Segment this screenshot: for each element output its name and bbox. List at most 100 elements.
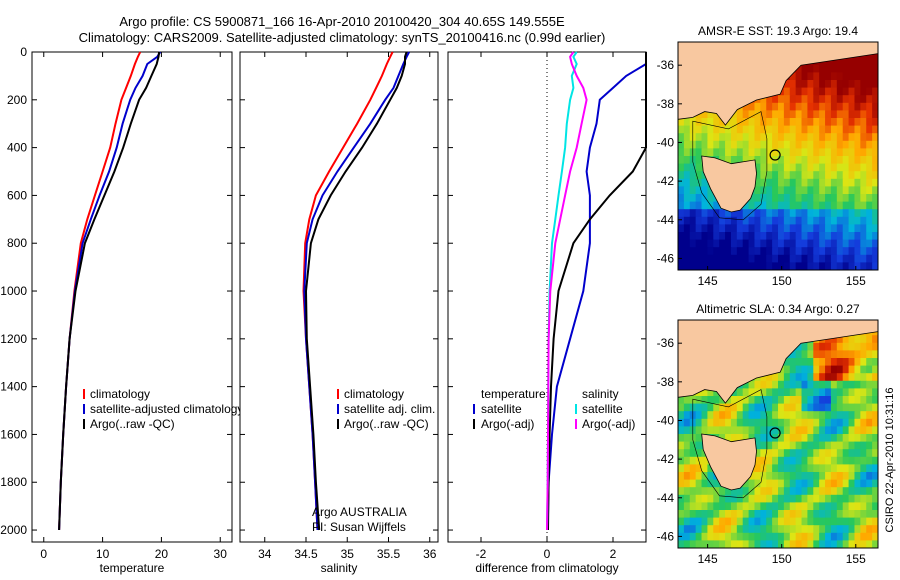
map-cell	[742, 148, 750, 157]
map-cell	[736, 510, 744, 519]
map-cell	[854, 194, 861, 203]
map-cell	[842, 102, 850, 111]
map-cell	[801, 140, 809, 149]
map-cell	[742, 232, 750, 241]
legend-label: satellite	[582, 402, 623, 416]
map-cell	[683, 125, 691, 134]
map-cell	[730, 140, 738, 149]
shelf-contour	[692, 389, 768, 499]
y-tick-label: 1800	[0, 475, 27, 489]
map-cell	[719, 540, 726, 548]
map-cell	[766, 479, 773, 488]
map-cell	[819, 449, 826, 458]
map-cell	[848, 262, 856, 270]
map-cell	[813, 472, 820, 481]
x-axis-label: temperature	[100, 561, 165, 575]
map-cell	[795, 186, 803, 195]
map-cell	[678, 125, 685, 134]
map-cell	[813, 209, 820, 218]
map-cell	[819, 148, 826, 157]
map-cell	[695, 239, 703, 248]
map-cell	[742, 525, 750, 534]
map-cell	[778, 209, 785, 218]
map-cell	[736, 247, 744, 256]
map-cell	[801, 479, 809, 488]
map-cell	[842, 380, 850, 389]
map-cell	[695, 396, 703, 405]
map-cell	[730, 494, 738, 503]
map-cell	[848, 201, 856, 210]
map-cell	[719, 502, 726, 511]
map-cell	[819, 110, 826, 119]
map-cell	[830, 426, 838, 435]
map-cell	[695, 201, 703, 210]
map-cell	[830, 350, 838, 359]
x-tick-label: 30	[214, 547, 228, 561]
map-cell	[695, 441, 703, 450]
map-cell	[866, 525, 873, 534]
map-cell	[807, 411, 814, 420]
map-cell	[683, 540, 691, 548]
map-cell	[866, 335, 873, 344]
map-cell	[801, 342, 809, 351]
map-cell	[819, 254, 826, 263]
y-tick-label: -40	[657, 413, 675, 427]
series-line	[547, 52, 647, 531]
map-cell	[766, 178, 773, 187]
map-cell	[730, 148, 738, 157]
map-cell	[836, 186, 844, 195]
map-cell	[772, 110, 779, 119]
map-cell	[830, 171, 838, 180]
map-cell	[819, 434, 826, 443]
map-cell	[719, 216, 726, 225]
salinity-panel: 34 34.5 35 35.5 36salinityclimatologysatelli…	[239, 51, 439, 575]
map-cell	[801, 186, 809, 195]
map-cell	[707, 532, 714, 541]
map-cell	[683, 464, 691, 473]
map-cell	[830, 156, 838, 165]
map-cell	[813, 110, 820, 119]
map-cell	[848, 57, 856, 66]
map-cell	[754, 148, 761, 157]
map-cell	[713, 510, 720, 519]
argo-position-marker	[769, 427, 781, 439]
map-cell	[719, 525, 726, 534]
map-cell	[801, 64, 809, 73]
map-cell	[783, 517, 791, 526]
map-cell	[760, 216, 767, 225]
map-cell	[830, 358, 838, 367]
map-cell	[801, 426, 809, 435]
map-cell	[778, 247, 785, 256]
map-cell	[807, 80, 814, 89]
map-cell	[736, 525, 744, 534]
map-cell	[830, 232, 838, 241]
map-cell	[842, 148, 850, 157]
map-cell	[748, 510, 756, 519]
map-cell	[866, 403, 873, 412]
map-cell	[754, 426, 761, 435]
map-cell	[730, 502, 738, 511]
map-cell	[866, 487, 873, 496]
map-cell	[760, 254, 767, 263]
map-cell	[825, 178, 832, 187]
map-cell	[825, 140, 832, 149]
map-content	[678, 320, 878, 548]
map-cell	[695, 232, 703, 241]
map-cell	[683, 510, 691, 519]
map-cell	[783, 156, 791, 165]
map-cell	[707, 540, 714, 548]
map-cell	[766, 532, 773, 541]
series-line	[58, 51, 161, 531]
map-cell	[842, 110, 850, 119]
map-cell	[813, 441, 820, 450]
map-cell	[789, 456, 797, 465]
map-cell	[713, 216, 720, 225]
y-tick-label: 1200	[0, 332, 27, 346]
map-cell	[860, 342, 867, 351]
map-cell	[866, 186, 873, 195]
map-cell	[854, 502, 861, 511]
map-cell	[695, 472, 703, 481]
map-cell	[819, 373, 826, 382]
map-cell	[707, 133, 714, 142]
map-cell	[783, 118, 791, 127]
